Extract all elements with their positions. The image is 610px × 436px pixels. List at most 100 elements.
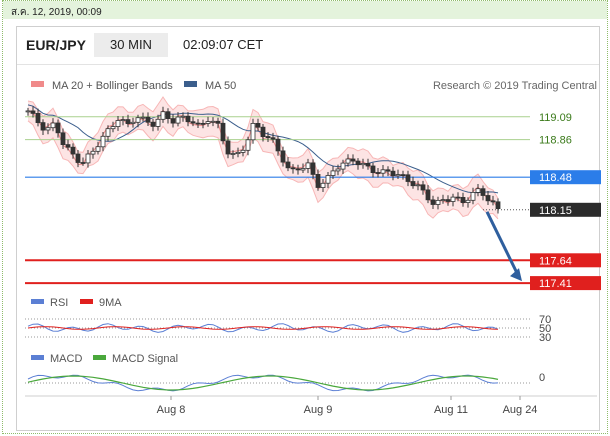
candle [180, 112, 186, 122]
candle [410, 176, 416, 189]
candle [370, 162, 376, 178]
candle-body [480, 188, 486, 196]
candle-body [95, 146, 101, 152]
candle [420, 180, 426, 195]
ma20-swatch [31, 81, 44, 87]
candle-body [60, 132, 66, 146]
candle-body [110, 126, 116, 130]
candle [425, 185, 431, 204]
candle [470, 187, 476, 205]
candle [300, 163, 306, 173]
candle-body [355, 160, 361, 166]
candle [325, 172, 331, 189]
candle-body [175, 116, 181, 124]
candle [85, 150, 91, 168]
candle [225, 136, 231, 159]
candle-body [310, 162, 316, 175]
date-text: ส.ค. 12, 2019, 00:09 [11, 7, 102, 18]
candle-body [405, 174, 411, 182]
candle [415, 180, 421, 191]
candle [320, 179, 326, 192]
level-tag-117.41 [530, 276, 601, 291]
candle-body [345, 158, 351, 164]
candle-body [365, 162, 371, 167]
candle [55, 119, 61, 138]
candle-body [105, 128, 111, 137]
candle-body [260, 126, 266, 137]
candle [40, 119, 46, 135]
candle-body [140, 116, 146, 119]
candle-body [205, 121, 211, 124]
candle-body [460, 196, 466, 203]
candle [355, 158, 361, 170]
candle-body [395, 174, 401, 177]
candle [495, 198, 501, 214]
candle [195, 119, 201, 128]
level-tag-117.64 [530, 253, 601, 268]
candle [315, 169, 321, 191]
timeframe-button[interactable]: 30 MIN [94, 33, 168, 57]
level-label-117.64: 117.64 [539, 255, 572, 267]
candle-body [160, 111, 166, 120]
ma50-legend-label: MA 50 [205, 80, 236, 92]
candle [485, 191, 491, 205]
candle [105, 125, 111, 142]
candle-body [265, 136, 271, 139]
candle-body [400, 174, 406, 177]
candle-body [270, 137, 276, 140]
candle [395, 169, 401, 179]
ma20-legend-label: MA 20 + Bollinger Bands [52, 80, 173, 92]
candle [260, 124, 266, 142]
candle [140, 112, 146, 122]
candle [75, 150, 81, 168]
candle [405, 170, 411, 187]
candle [250, 118, 256, 144]
candle-body [225, 140, 231, 155]
candle [310, 159, 316, 180]
candle [150, 119, 156, 132]
pair-label: EUR/JPY [26, 37, 86, 53]
candle [130, 117, 136, 128]
candle-body [470, 191, 476, 201]
candle [110, 121, 116, 133]
candle-body [360, 162, 366, 166]
bollinger-lower-line [27, 120, 499, 220]
candle [380, 165, 386, 177]
candle [125, 114, 131, 128]
candle [35, 108, 41, 127]
candle-body [275, 138, 281, 152]
candle-body [285, 161, 291, 169]
level-label-119.09: 119.09 [539, 112, 572, 124]
candle-body [200, 123, 206, 125]
macd-swatch [31, 355, 44, 360]
rsi-legend-label: RSI [50, 297, 68, 309]
candle [270, 132, 276, 143]
candle [305, 158, 311, 174]
candle-body [35, 113, 41, 124]
candle-body [475, 188, 481, 193]
candle [160, 106, 166, 123]
candle-body [25, 110, 31, 113]
candle [65, 139, 71, 151]
candle [290, 164, 296, 174]
candle-body [300, 168, 306, 171]
candle [155, 114, 161, 131]
candle [240, 145, 246, 157]
candle-body [120, 119, 126, 121]
candle-body [385, 169, 391, 172]
candle-body [325, 175, 331, 184]
level-tag-118.48 [530, 170, 601, 185]
candle-body [410, 181, 416, 187]
candle-body [235, 151, 241, 154]
candle [190, 116, 196, 127]
candle [390, 166, 396, 181]
candle [60, 128, 66, 149]
candle-body [185, 115, 191, 123]
current-price-label: 118.15 [539, 205, 572, 217]
candle [330, 166, 336, 179]
candle [460, 192, 466, 207]
candle-body [50, 122, 56, 129]
chart-header: EUR/JPY 30 MIN 02:09:07 CET [17, 27, 599, 65]
candle [440, 194, 446, 204]
